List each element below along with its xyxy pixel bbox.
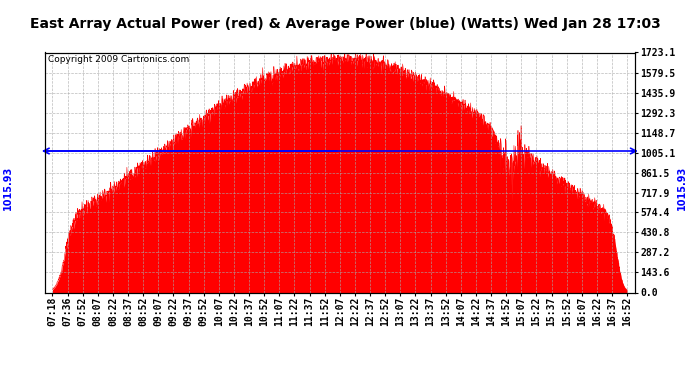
Text: Copyright 2009 Cartronics.com: Copyright 2009 Cartronics.com: [48, 55, 189, 64]
Text: East Array Actual Power (red) & Average Power (blue) (Watts) Wed Jan 28 17:03: East Array Actual Power (red) & Average …: [30, 17, 660, 31]
Text: 1015.93: 1015.93: [677, 165, 687, 210]
Text: 1015.93: 1015.93: [3, 165, 13, 210]
